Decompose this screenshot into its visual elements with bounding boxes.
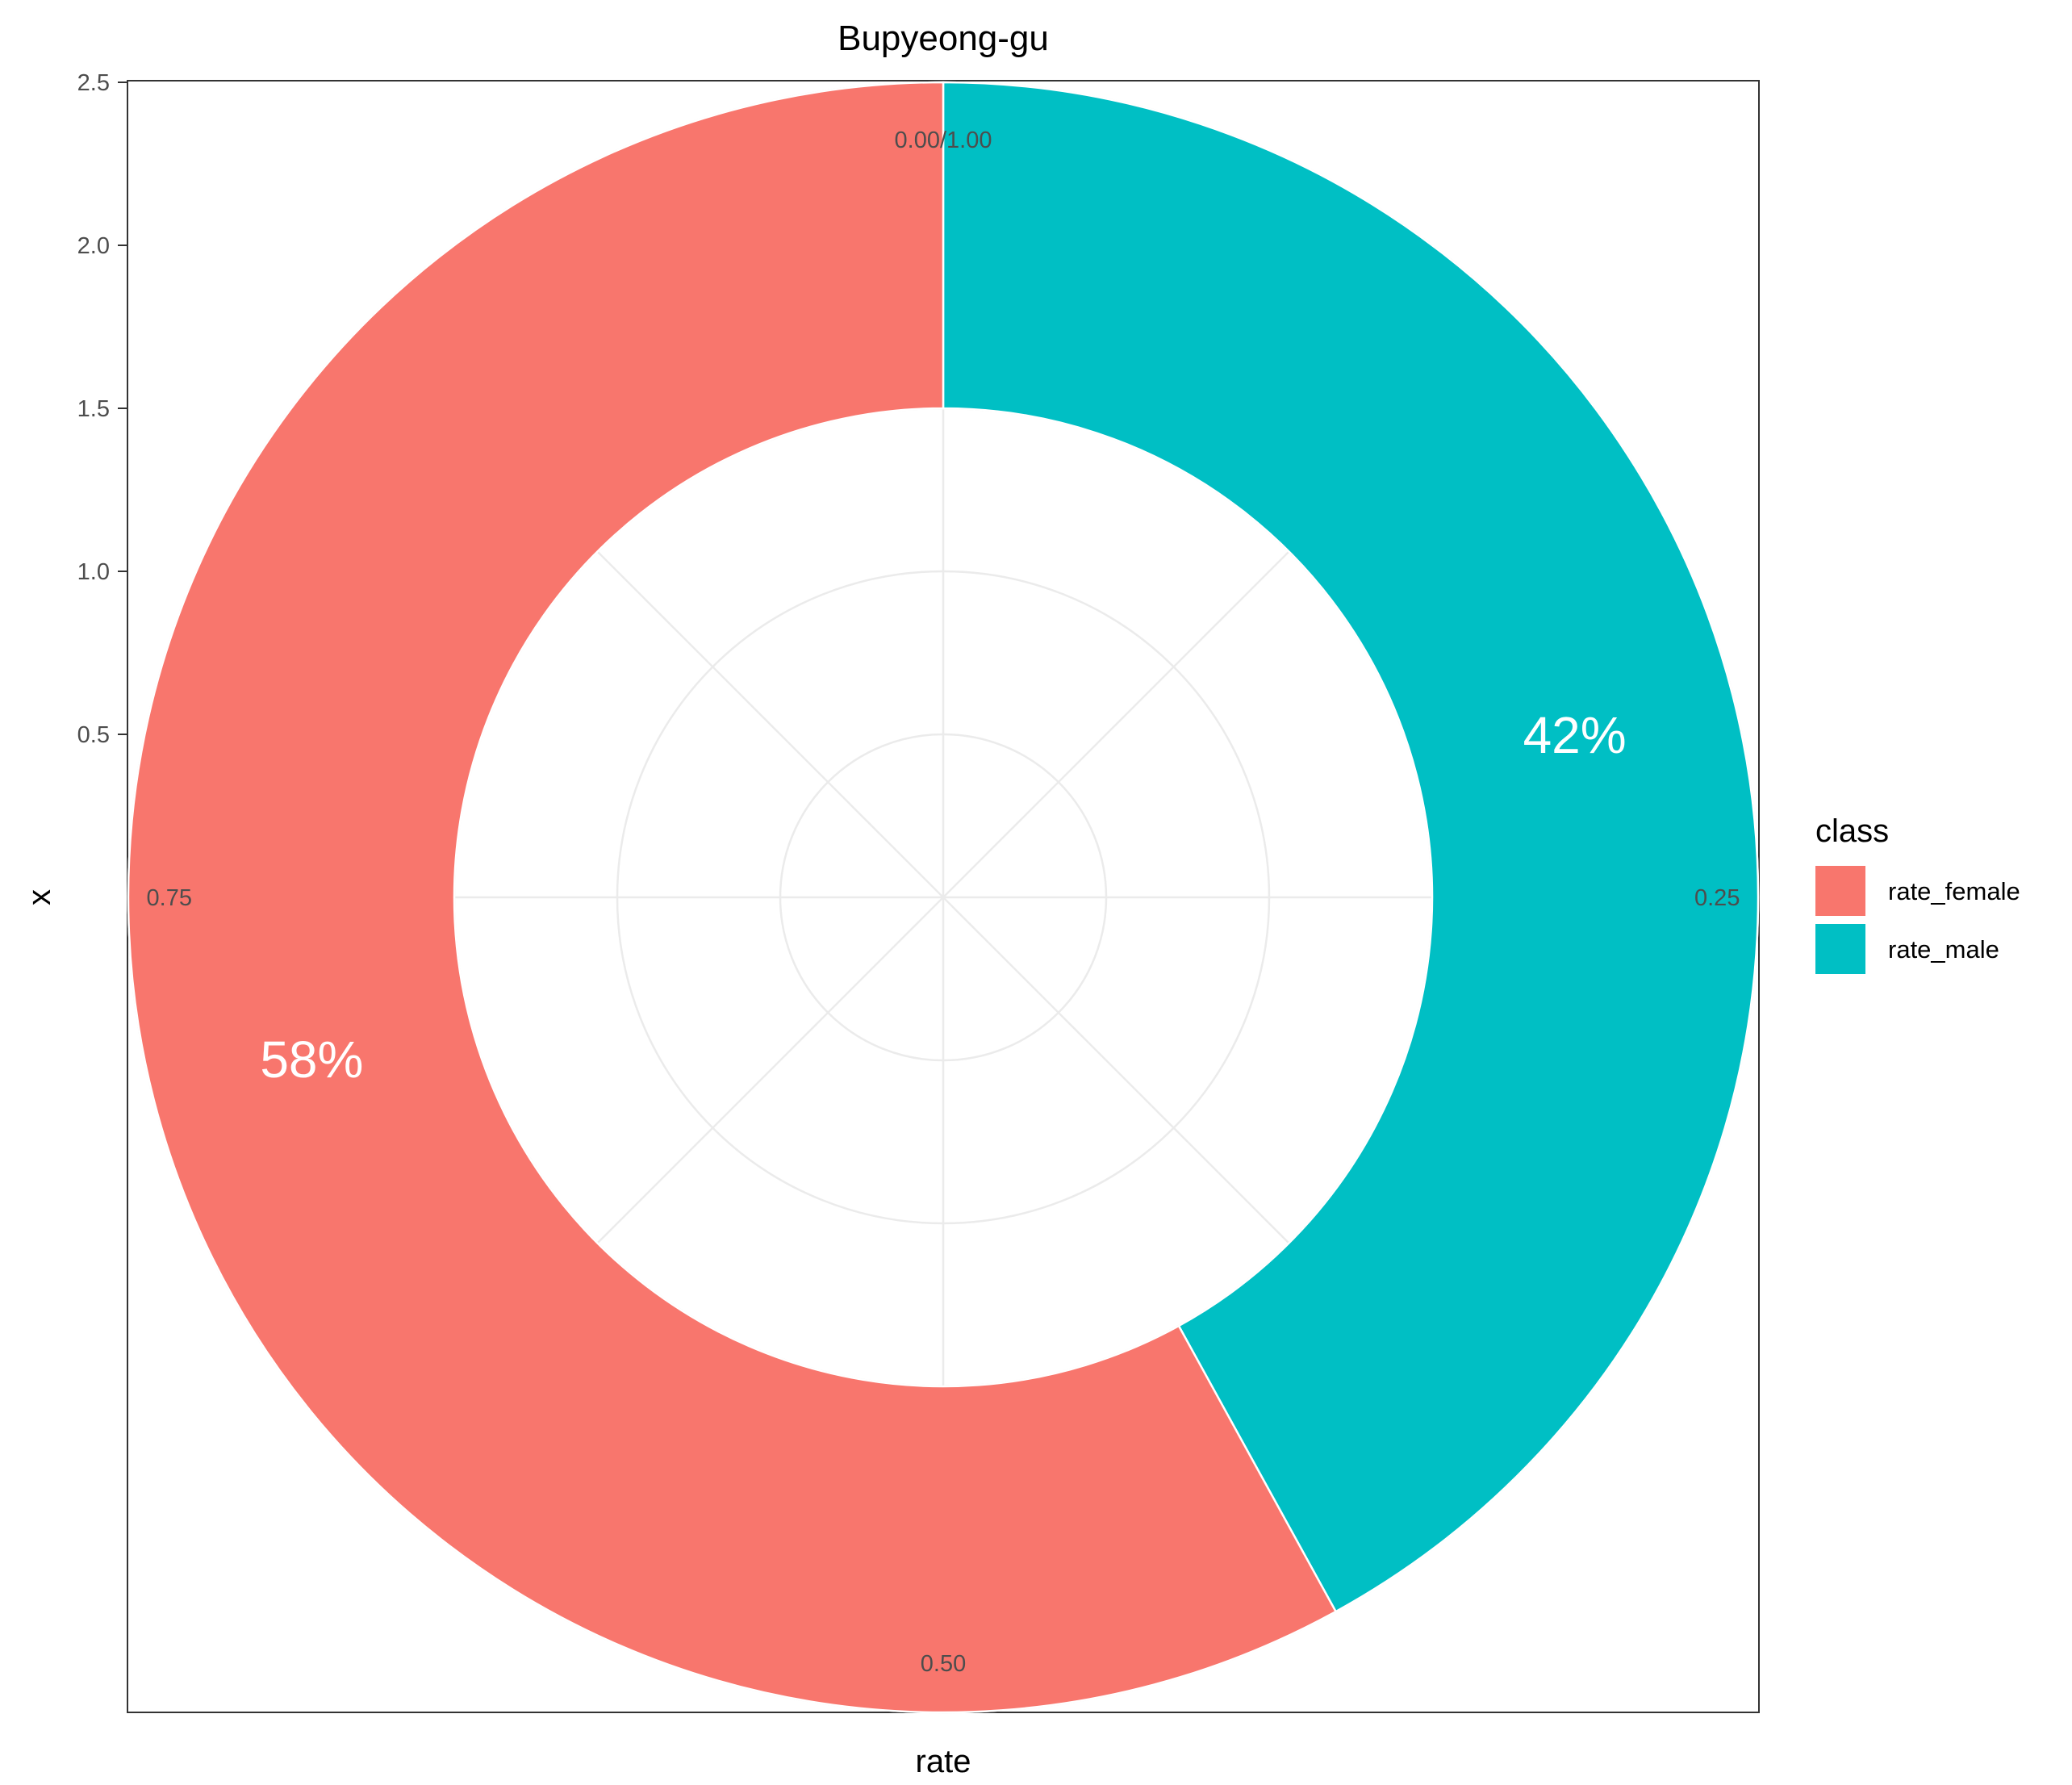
legend: class rate_female rate_male [1815, 813, 2020, 974]
y-axis-title: x [22, 889, 57, 905]
theta-tick-label-3: 0.75 [147, 885, 192, 911]
theta-tick-label-0: 0.00/1.00 [895, 128, 992, 153]
legend-entries: rate_female rate_male [1815, 866, 2020, 974]
y-tick-label-1: 1.0 [77, 559, 110, 585]
x-axis-title: rate [916, 1744, 971, 1779]
slice-label-rate-female: 58% [260, 1030, 363, 1089]
chart-title: Bupyeong-gu [838, 19, 1049, 58]
slice-rate-female [127, 81, 1338, 1714]
y-tick-label-2: 1.5 [77, 396, 110, 422]
slice-labels: 42% 58% [260, 706, 1626, 1089]
theta-axis-labels: 0.00/1.00 0.25 0.50 0.75 [147, 128, 1740, 1677]
legend-key-rate-male [1815, 924, 1865, 974]
radial-axis-ticks: 0.5 1.0 1.5 2.0 2.5 [77, 70, 127, 748]
legend-title: class [1815, 813, 1889, 849]
theta-tick-label-2: 0.50 [921, 1651, 966, 1677]
theta-tick-label-1: 0.25 [1694, 885, 1740, 911]
y-tick-label-0: 0.5 [77, 722, 110, 748]
y-tick-label-3: 2.0 [77, 233, 110, 259]
slice-label-rate-male: 42% [1523, 706, 1627, 764]
donut-slices [127, 81, 1760, 1714]
slice-rate-male [942, 81, 1760, 1613]
legend-label-rate-male: rate_male [1888, 935, 1999, 964]
legend-label-rate-female: rate_female [1888, 877, 2020, 905]
y-tick-label-4: 2.5 [77, 70, 110, 96]
legend-key-rate-female [1815, 866, 1865, 916]
